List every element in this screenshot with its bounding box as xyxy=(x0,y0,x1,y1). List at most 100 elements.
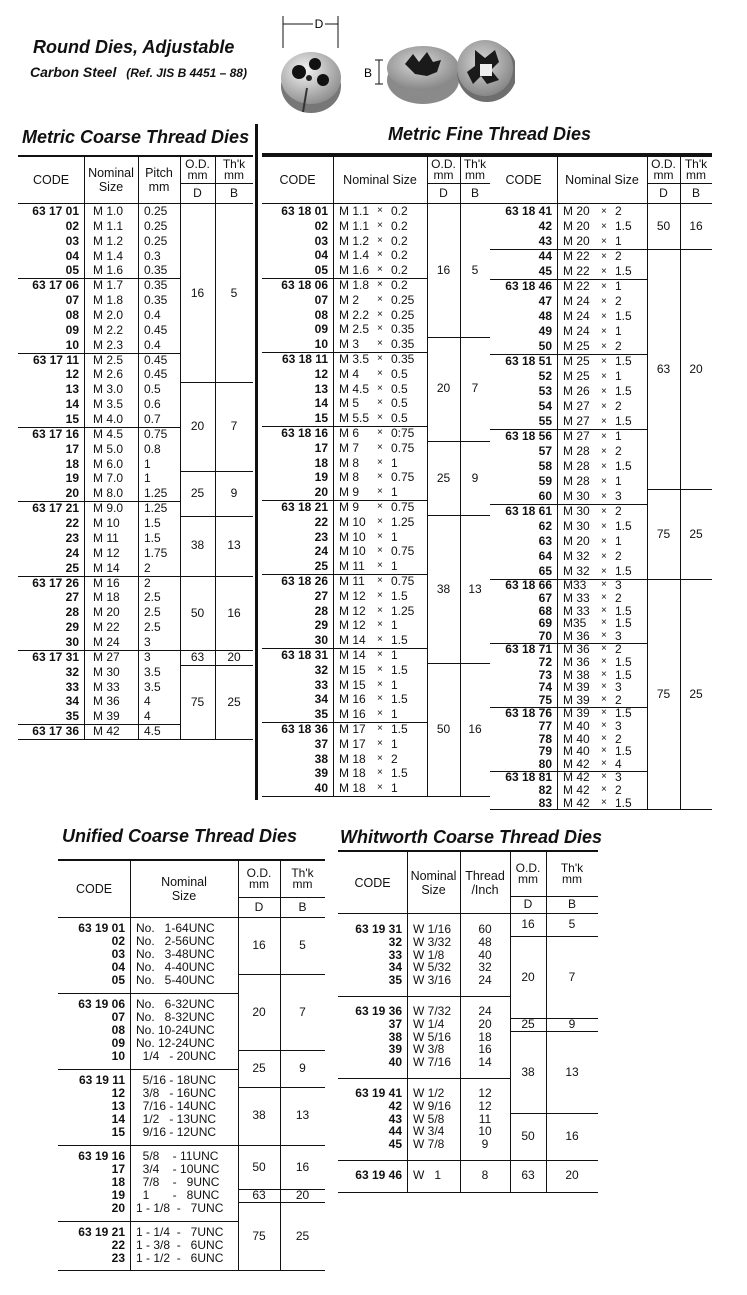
nominal-diameter: M 20 xyxy=(563,534,590,548)
header-pitch: Pitch mm xyxy=(145,166,173,194)
table-top-rule xyxy=(262,155,490,157)
size-group-separator xyxy=(647,579,712,580)
product-code: 17 xyxy=(111,1162,125,1176)
product-code: 63 17 36 xyxy=(32,724,79,739)
times-sign: × xyxy=(377,205,383,216)
times-sign: × xyxy=(601,431,607,442)
times-sign: × xyxy=(377,471,383,483)
table-bottom-rule xyxy=(262,796,490,797)
nominal-size: M 6.0 xyxy=(93,456,124,471)
group-separator xyxy=(490,579,647,580)
nominal-size: 1/2 - 13UNC xyxy=(136,1112,217,1126)
product-code: 63 17 11 xyxy=(32,352,79,367)
thread-pitch: 1.5 xyxy=(615,309,632,323)
product-code: 20 xyxy=(314,485,328,500)
header-bottom-rule xyxy=(58,917,325,918)
nominal-size: 1 - 1/4 - 7UNC xyxy=(136,1225,224,1239)
thickness-value: 9 xyxy=(299,1061,306,1075)
product-code: 23 xyxy=(65,530,79,545)
outer-diameter-value: 75 xyxy=(656,687,671,701)
header-thickness: Th'k mm xyxy=(684,157,708,182)
thread-pitch: 1.25 xyxy=(391,603,415,618)
thread-pitch: 1.75 xyxy=(144,545,168,560)
nominal-size: No. 4-40UNC xyxy=(136,960,215,974)
product-code: 68 xyxy=(538,603,552,618)
nominal-size: No. 3-48UNC xyxy=(136,947,215,961)
product-code: 50 xyxy=(538,339,552,353)
times-sign: × xyxy=(601,771,607,782)
column-divider xyxy=(460,155,461,796)
size-group-separator xyxy=(427,337,490,339)
times-sign: × xyxy=(377,649,383,660)
times-sign: × xyxy=(377,619,383,631)
nominal-size: No. 12-24UNC xyxy=(136,1036,215,1050)
size-group-separator xyxy=(180,516,253,518)
product-code: 32 xyxy=(314,662,328,677)
nominal-size: M 1.0 xyxy=(93,204,124,218)
nominal-diameter: M 14 xyxy=(339,648,366,662)
times-sign: × xyxy=(377,723,383,734)
nominal-diameter: M 16 xyxy=(339,692,366,707)
outer-diameter-value: 75 xyxy=(656,527,671,541)
thread-pitch: 1.5 xyxy=(615,654,632,669)
product-code: 15 xyxy=(314,411,328,426)
nominal-diameter: M 26 xyxy=(563,384,590,398)
product-code: 47 xyxy=(538,294,552,308)
times-sign: × xyxy=(377,308,383,320)
group-separator xyxy=(490,643,647,644)
times-sign: × xyxy=(377,412,383,424)
nominal-size: 1/4 - 20UNC xyxy=(136,1049,217,1063)
thickness-value: 20 xyxy=(295,1188,310,1202)
nominal-diameter: M 14 xyxy=(339,633,366,648)
group-separator xyxy=(262,352,427,353)
nominal-diameter: M 25 xyxy=(563,354,590,368)
product-code: 63 18 71 xyxy=(505,642,552,656)
product-code: 18 xyxy=(65,456,79,471)
nominal-size: No. 8-32UNC xyxy=(136,1010,215,1024)
column-divider xyxy=(180,155,181,739)
outer-diameter-value: 38 xyxy=(521,1064,535,1079)
threads-per-inch: 12 xyxy=(478,1086,492,1100)
nominal-diameter: M 40 xyxy=(563,731,590,746)
product-code: 44 xyxy=(388,1124,402,1139)
product-code: 33 xyxy=(314,677,328,692)
thread-pitch: 0.25 xyxy=(144,233,168,248)
unified-coarse-title: Unified Coarse Thread Dies xyxy=(62,826,298,846)
thickness-value: 25 xyxy=(295,1229,310,1243)
thickness-value: 16 xyxy=(227,605,241,620)
group-separator xyxy=(490,279,647,280)
threads-per-inch: 48 xyxy=(478,934,492,949)
table-top-rule xyxy=(490,155,712,157)
product-code: 15 xyxy=(111,1125,125,1139)
product-code: 20 xyxy=(65,486,79,501)
header-code: CODE xyxy=(354,875,391,890)
nominal-size: No. 5-40UNC xyxy=(136,973,215,987)
nominal-diameter: M 22 xyxy=(563,279,590,293)
nominal-diameter: M 30 xyxy=(563,489,590,503)
thread-pitch: 3 xyxy=(615,770,622,784)
thread-pitch: 1.5 xyxy=(391,662,408,677)
nominal-diameter: M 1.2 xyxy=(339,233,370,248)
thread-pitch: 1 xyxy=(391,618,398,633)
nominal-diameter: M 3.5 xyxy=(339,352,370,366)
nominal-diameter: M 17 xyxy=(339,722,366,736)
nominal-diameter: M 36 xyxy=(563,654,590,669)
nominal-diameter: M 42 xyxy=(563,795,590,810)
product-code: 29 xyxy=(314,618,328,633)
product-code: 43 xyxy=(538,234,552,248)
thread-pitch: 1 xyxy=(391,677,398,692)
threads-per-inch: 20 xyxy=(478,1016,492,1031)
thread-pitch: 2 xyxy=(144,560,151,575)
thread-pitch: 0.2 xyxy=(391,278,408,292)
times-sign: × xyxy=(601,536,607,547)
product-code: 27 xyxy=(314,588,328,603)
size-group-separator xyxy=(510,1030,598,1032)
column-divider xyxy=(557,155,558,810)
nominal-size: 7/8 - 9UNC xyxy=(136,1175,220,1189)
thread-pitch: 2 xyxy=(391,751,398,766)
product-code: 08 xyxy=(65,308,79,323)
group-separator xyxy=(262,722,427,723)
product-code: 04 xyxy=(111,960,125,974)
product-code: 12 xyxy=(111,1086,125,1100)
thickness-value: 13 xyxy=(295,1108,310,1122)
